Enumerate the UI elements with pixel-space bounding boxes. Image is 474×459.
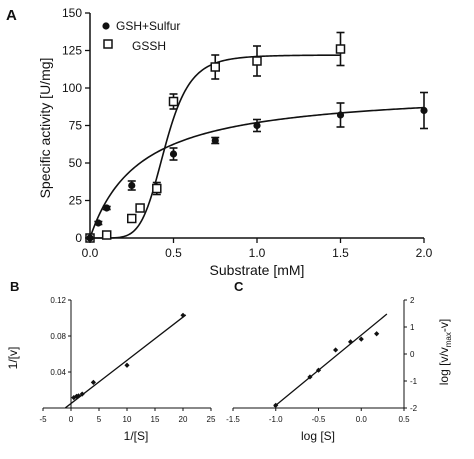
panel-b-point (90, 379, 96, 385)
gsh-point (128, 181, 136, 190)
gssh-point (252, 56, 262, 66)
legend-gsh-label: GSH+Sulfur (116, 19, 180, 33)
panel-b-ytick-label: 0.08 (50, 332, 66, 341)
panel-c-point (374, 331, 380, 337)
panel-a-ylabel: Specific activity [U/mg] (37, 58, 53, 199)
panel-a-xtick-label: 1.0 (249, 246, 266, 260)
panel-a-xtick-label: 0.5 (165, 246, 182, 260)
gssh-point (101, 230, 112, 240)
panel-c-xtick-label: -1.0 (269, 415, 283, 424)
legend-gssh-marker (103, 39, 113, 49)
panel-b-xtick-label: 0 (69, 415, 74, 424)
panel-a-ytick-label: 0 (75, 231, 82, 245)
legend-gssh-label: GSSH (132, 39, 166, 53)
gssh-point (135, 203, 145, 213)
panel-c-ylabel: log [v/vmax-v] (437, 319, 453, 385)
panel-b-fit-line (65, 314, 187, 409)
panel-c-ytick-label: 2 (410, 296, 415, 305)
gsh-point (86, 234, 94, 242)
panel-a-xlabel: Substrate [mM] (210, 262, 305, 278)
gssh-point (335, 44, 346, 54)
panel-b-xtick-label: 10 (123, 415, 132, 424)
panel-b-xlabel: 1/[S] (124, 429, 149, 443)
panel-c-xtick-label: 0.5 (398, 415, 410, 424)
gssh-point (127, 213, 137, 224)
gssh-point (152, 183, 162, 194)
panel-c-ytick-label: 1 (410, 323, 415, 332)
panel-a-ytick-label: 125 (62, 44, 82, 58)
panel-b-ytick-label: 0.12 (50, 296, 66, 305)
panel-c-ylabel-sub: max (444, 332, 453, 347)
gsh-point (94, 219, 102, 227)
panel-c-ytick-label: -1 (410, 377, 418, 386)
panel-c-label: C (234, 279, 244, 294)
panel-a-xtick-label: 0.0 (82, 246, 99, 260)
panel-b-point (71, 395, 77, 401)
panel-c-xtick-label: 0.0 (356, 415, 368, 424)
panel-c-ytick-label: -2 (410, 404, 418, 413)
panel-b-point (75, 393, 82, 399)
panel-b-xtick-label: 20 (179, 415, 188, 424)
gsh-point (103, 204, 111, 212)
gsh-point (253, 121, 261, 130)
gssh-fit-curve (90, 54, 341, 239)
gssh-point (210, 62, 220, 72)
panel-b-point (79, 391, 85, 397)
panel-b-ytick-label: 0.04 (50, 368, 66, 377)
panel-c-xtick-label: -0.5 (312, 415, 326, 424)
gssh-point (168, 96, 179, 107)
panel-c-point (333, 347, 339, 353)
panel-b-point (180, 312, 186, 318)
panel-b-xtick-label: 5 (97, 415, 102, 424)
gsh-point (336, 111, 345, 119)
panel-a-xtick-label: 1.5 (332, 246, 349, 260)
panel-b-point (124, 362, 130, 368)
gsh-point (169, 150, 178, 158)
panel-c-point (358, 336, 364, 342)
gsh-point (420, 106, 428, 115)
panel-b-xtick-label: 25 (207, 415, 216, 424)
panel-c-point (273, 402, 279, 408)
panel-a-ytick-label: 75 (69, 119, 83, 133)
panel-a-ytick-label: 50 (69, 156, 83, 170)
panel-b-ylabel: 1/[v] (6, 347, 20, 370)
panel-a-label: A (6, 7, 17, 24)
panel-c-ytick-label: 0 (410, 350, 415, 359)
panel-b-label: B (10, 279, 19, 294)
panel-b-xtick-label: -5 (39, 415, 47, 424)
panel-c-ylabel-main: log [v/v (437, 347, 451, 385)
panel-c-xtick-label: -1.5 (226, 415, 240, 424)
panel-c-xlabel: log [S] (301, 429, 335, 443)
panel-c-point (347, 339, 354, 345)
panel-c-point (315, 367, 322, 373)
panel-c-point (307, 374, 313, 380)
panel-a-ytick-label: 25 (69, 194, 83, 208)
legend-gsh-marker (102, 22, 110, 30)
panel-a-ytick-label: 150 (62, 6, 82, 20)
panel-b-xtick-label: 15 (151, 415, 160, 424)
panel-a-xtick-label: 2.0 (416, 246, 433, 260)
panel-c-ylabel-tail: -v] (437, 319, 451, 332)
panel-c-fit-line (273, 313, 388, 408)
gsh-point (211, 136, 219, 145)
panel-a-ytick-label: 100 (62, 81, 82, 95)
